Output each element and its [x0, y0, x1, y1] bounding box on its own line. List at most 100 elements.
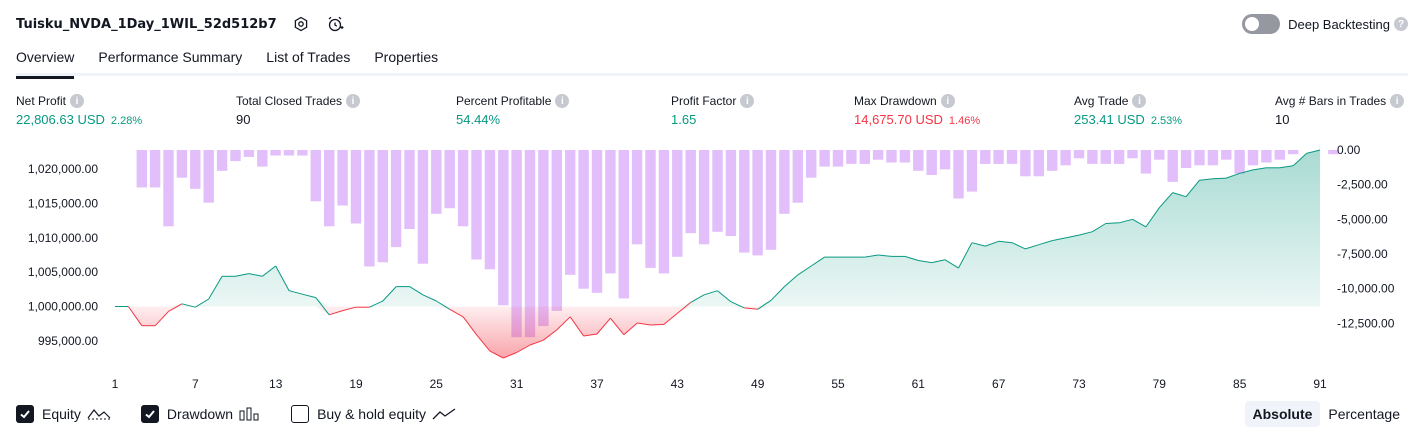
equity-line-segment — [569, 316, 585, 337]
drawdown-bar — [645, 150, 656, 268]
drawdown-bar — [993, 150, 1004, 164]
deep-backtesting-toggle[interactable] — [1242, 14, 1281, 34]
drawdown-bar — [149, 150, 161, 188]
tab-overview[interactable]: Overview — [16, 42, 75, 79]
equity-line-segment — [1052, 237, 1066, 242]
drawdown-bar — [966, 150, 978, 192]
drawdown-bar — [551, 150, 562, 311]
drawdown-bar — [1247, 150, 1259, 166]
equity-line-segment — [717, 290, 732, 303]
info-icon[interactable]: i — [346, 94, 361, 108]
strategy-title: Tuisku_NVDA_1Day_1WIL_52d512b7 — [16, 16, 277, 32]
equity-line-segment — [650, 323, 664, 326]
drawdown-bar — [1194, 150, 1205, 166]
x-tick-label: 43 — [671, 377, 685, 391]
legend-drawdown-label: Drawdown — [166, 406, 234, 422]
equity-line-segment — [208, 276, 223, 300]
equity-line-segment — [770, 286, 785, 301]
equity-line-segment — [1226, 172, 1240, 179]
equity-checkbox[interactable] — [16, 405, 34, 423]
drawdown-bar — [163, 150, 174, 227]
drawdown-bar — [1073, 150, 1085, 159]
info-icon[interactable]: i — [940, 94, 955, 108]
y-left-tick-label: 1,000,000.00 — [28, 300, 98, 314]
equity-line-segment — [797, 265, 812, 276]
equity-line-segment — [436, 300, 450, 310]
drawdown-bar — [364, 150, 375, 267]
metric-label: Avg Trade — [1074, 94, 1129, 108]
percentage-mode-button[interactable]: Percentage — [1328, 406, 1400, 422]
drawdown-bar — [939, 150, 951, 170]
equity-line-segment — [1132, 218, 1147, 228]
toggle-knob — [1245, 17, 1260, 31]
drawdown-bar — [1033, 150, 1044, 177]
info-icon[interactable]: i — [1390, 94, 1405, 108]
equity-drawdown-chart: 1,020,000.00 1,015,000.00 1,010,000.00 1,00… — [28, 143, 1395, 391]
x-tick-label: 67 — [992, 377, 1006, 391]
y-right-tick-label: -2,500.00 — [1337, 178, 1388, 192]
drawdown-bar — [297, 150, 308, 156]
info-icon[interactable]: i — [1132, 94, 1147, 108]
metric-label: Avg # Bars in Trades — [1275, 94, 1387, 108]
drawdown-bar — [859, 150, 870, 164]
drawdown-bar — [806, 150, 817, 178]
equity-line-segment — [529, 339, 544, 346]
drawdown-bar — [243, 150, 255, 157]
legend-buy-hold-label: Buy & hold equity — [317, 406, 427, 422]
equity-line-segment — [998, 240, 1013, 244]
y-left-tick-label: 995,000.00 — [38, 334, 98, 348]
legend-buy-hold-toggle[interactable]: Buy & hold equity — [291, 405, 456, 423]
drawdown-checkbox[interactable] — [140, 405, 159, 423]
info-icon[interactable]: i — [740, 94, 755, 108]
drawdown-bar — [1140, 150, 1152, 174]
help-icon[interactable]: ? — [1394, 17, 1408, 31]
metric-value: 1.65 — [671, 112, 697, 127]
metric-value: 90 — [236, 112, 251, 127]
strategy-header: Tuisku_NVDA_1Day_1WIL_52d512b7 Deep Back… — [16, 8, 1408, 40]
buy-hold-checkbox[interactable] — [291, 405, 310, 423]
settings-gear-icon[interactable] — [291, 14, 311, 34]
equity-line-segment — [1158, 192, 1174, 209]
drawdown-bar — [176, 150, 188, 178]
drawdown-bar — [337, 150, 348, 206]
drawdown-bar — [538, 150, 549, 327]
tab-performance-summary[interactable]: Performance Summary — [98, 49, 243, 65]
equity-line-segment — [503, 352, 517, 359]
equity-line-segment — [944, 259, 959, 269]
equity-line-segment — [261, 265, 277, 277]
info-icon[interactable]: i — [70, 94, 85, 108]
drawdown-bar — [257, 150, 268, 167]
tab-list-of-trades[interactable]: List of Trades — [266, 49, 351, 65]
drawdown-bar — [672, 150, 683, 257]
drawdown-bar — [1261, 150, 1272, 163]
drawdown-bar — [792, 150, 803, 203]
equity-line-segment — [329, 310, 343, 316]
drawdown-bar — [390, 150, 402, 248]
metric-label: Max Drawdown — [854, 94, 937, 108]
drawdown-bar — [1006, 150, 1018, 164]
equity-line-segment — [235, 273, 249, 277]
drawdown-bar — [832, 150, 844, 167]
equity-line-segment — [730, 301, 745, 309]
drawdown-bar — [631, 150, 643, 245]
add-alert-clock-icon[interactable] — [325, 14, 345, 34]
drawdown-bar — [350, 150, 362, 224]
metric-value: 14,675.70 USD — [854, 112, 943, 127]
drawdown-bar — [685, 150, 696, 234]
drawdown-bar — [230, 150, 241, 162]
metric-percent-profitable: Percent Profitable i 54.44% — [456, 92, 570, 127]
equity-line-segment — [476, 334, 491, 352]
drawdown-bar — [618, 150, 629, 299]
equity-line-segment — [583, 333, 598, 337]
absolute-mode-button[interactable]: Absolute — [1244, 401, 1321, 427]
equity-line-segment — [1306, 149, 1321, 154]
drawdown-bar — [1180, 150, 1192, 168]
legend-drawdown-toggle[interactable]: Drawdown — [140, 405, 261, 423]
legend-equity-toggle[interactable]: Equity — [16, 405, 111, 423]
x-tick-label: 61 — [912, 377, 926, 391]
info-icon[interactable]: i — [555, 94, 570, 108]
tab-properties[interactable]: Properties — [374, 49, 439, 65]
report-tabs: Overview Performance Summary List of Tra… — [16, 42, 1408, 79]
equity-line-segment — [275, 265, 290, 291]
equity-line-segment — [757, 299, 772, 310]
